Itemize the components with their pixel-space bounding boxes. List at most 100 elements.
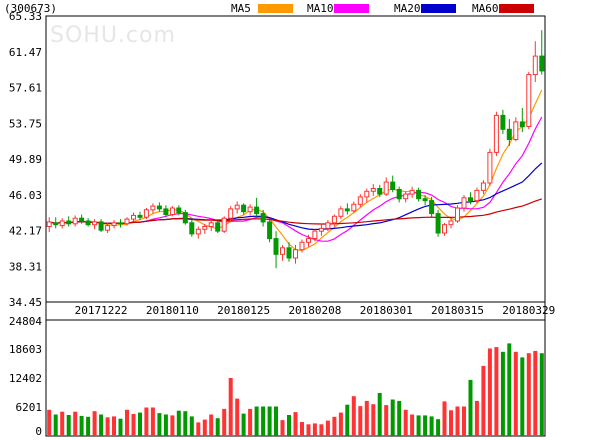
- candle: [163, 205, 169, 218]
- candle: [338, 206, 344, 220]
- legend-swatch-ma60: [499, 4, 534, 13]
- volume-bar: [92, 411, 97, 436]
- candle-body: [118, 222, 123, 225]
- candle: [409, 186, 415, 198]
- volume-bar: [423, 415, 428, 436]
- candle-body: [79, 217, 85, 222]
- legend-label-ma10: MA10: [307, 2, 334, 15]
- volume-bar: [235, 398, 240, 436]
- candle-body: [318, 227, 324, 232]
- candle: [111, 220, 117, 229]
- candle-body: [66, 220, 72, 225]
- candle-body: [480, 182, 486, 191]
- volume-bar: [300, 422, 304, 436]
- volume-bar: [397, 400, 402, 436]
- volume-bar: [53, 414, 58, 436]
- volume-bar: [183, 411, 188, 436]
- candle-body: [189, 222, 195, 235]
- candle: [286, 242, 292, 262]
- candle: [241, 203, 247, 215]
- candle-body: [539, 55, 545, 72]
- volume-bar: [274, 406, 278, 436]
- candle: [131, 212, 136, 222]
- legend-label-ma60: MA60: [472, 2, 499, 15]
- candle-body: [59, 220, 65, 227]
- candle-body: [487, 151, 493, 184]
- candle-body: [364, 190, 370, 198]
- legend-swatch-ma5: [258, 4, 293, 13]
- candle: [455, 205, 460, 223]
- volume-bar: [338, 412, 343, 436]
- volume-bar: [429, 416, 434, 436]
- candle-body: [299, 241, 305, 251]
- candle-body: [46, 221, 52, 227]
- date-tick-label: 20180110: [146, 304, 199, 317]
- candle: [461, 195, 467, 212]
- candle: [59, 218, 65, 229]
- volume-bar: [47, 409, 52, 436]
- volume-bar: [261, 406, 266, 436]
- candle: [351, 201, 357, 213]
- ma20-line: [49, 162, 543, 231]
- candle-body: [532, 55, 538, 76]
- volume-bar: [312, 423, 317, 436]
- candle: [487, 148, 493, 186]
- volume-bar: [66, 415, 71, 436]
- candle: [299, 239, 305, 253]
- candle: [208, 219, 214, 232]
- candle-body: [137, 214, 143, 218]
- volume-bar: [436, 419, 441, 436]
- candle: [344, 203, 350, 215]
- volume-bar: [351, 396, 356, 436]
- candle: [254, 197, 260, 217]
- candle: [221, 216, 227, 234]
- candle: [169, 206, 175, 217]
- candle-body: [72, 217, 78, 225]
- candle-body: [416, 189, 422, 200]
- volume-bar: [215, 418, 220, 436]
- volume-bar: [209, 414, 214, 436]
- candle-body: [500, 114, 506, 130]
- price-tick-label: 38.31: [9, 260, 42, 273]
- candle: [422, 195, 428, 206]
- volume-bar: [390, 399, 395, 436]
- candle: [124, 217, 130, 226]
- candle-body: [493, 114, 499, 153]
- legend-swatch-ma20: [421, 4, 456, 13]
- volume-bar: [384, 405, 389, 436]
- volume-bar: [228, 378, 233, 436]
- candle: [156, 202, 162, 212]
- candle-body: [377, 188, 383, 195]
- volume-bar: [144, 407, 149, 436]
- candle: [215, 220, 221, 234]
- price-tick-label: 57.61: [9, 82, 42, 95]
- candle: [273, 231, 279, 269]
- volume-bar: [507, 343, 512, 436]
- volume-bar: [112, 416, 116, 436]
- candle-body: [526, 74, 532, 127]
- candle: [72, 215, 78, 227]
- volume-tick-label: 6201: [16, 401, 43, 414]
- volume-bars: [47, 343, 544, 436]
- candle-body: [338, 208, 344, 217]
- volume-bar: [403, 409, 408, 436]
- candle: [325, 220, 331, 232]
- candle: [403, 191, 409, 203]
- candle: [234, 201, 240, 214]
- candle-body: [429, 200, 435, 215]
- price-tick-label: 61.47: [9, 46, 42, 59]
- candle: [247, 204, 253, 216]
- candle: [143, 207, 149, 220]
- date-tick-label: 20180208: [288, 304, 341, 317]
- candle: [66, 216, 72, 227]
- candle: [429, 196, 435, 218]
- volume-bar: [371, 404, 376, 436]
- candle: [85, 218, 91, 227]
- candle-body: [85, 220, 91, 226]
- candle: [79, 214, 85, 224]
- volume-bar: [468, 379, 473, 436]
- candle: [526, 71, 532, 130]
- candle: [53, 217, 59, 229]
- candle-body: [195, 228, 201, 235]
- volume-bar: [79, 415, 84, 436]
